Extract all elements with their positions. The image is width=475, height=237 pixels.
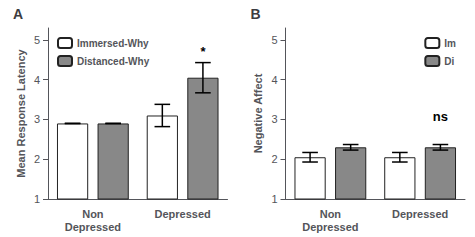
svg-text:Di: Di (444, 56, 454, 67)
svg-text:Non: Non (320, 208, 342, 220)
svg-text:Depressed: Depressed (392, 208, 448, 220)
svg-text:Mean Response Latency: Mean Response Latency (15, 48, 27, 177)
svg-text:Non: Non (82, 208, 104, 220)
svg-text:Immersed-Why: Immersed-Why (77, 38, 149, 49)
svg-text:A: A (13, 6, 23, 22)
svg-text:2: 2 (34, 153, 40, 165)
svg-text:Depressed: Depressed (154, 208, 210, 220)
svg-text:1: 1 (34, 193, 40, 205)
svg-text:Depressed: Depressed (302, 221, 358, 233)
svg-text:Distanced-Why: Distanced-Why (77, 56, 150, 67)
svg-text:Depressed: Depressed (65, 221, 121, 233)
svg-text:Negative Affect: Negative Affect (252, 73, 264, 153)
svg-text:5: 5 (271, 34, 277, 46)
svg-text:1: 1 (271, 193, 277, 205)
svg-text:B: B (251, 6, 261, 22)
svg-text:3: 3 (271, 113, 277, 125)
svg-text:4: 4 (271, 74, 277, 86)
svg-text:ns: ns (433, 109, 448, 124)
svg-text:3: 3 (34, 113, 40, 125)
svg-text:2: 2 (271, 153, 277, 165)
svg-text:4: 4 (34, 74, 40, 86)
svg-text:5: 5 (34, 34, 40, 46)
svg-text:*: * (200, 44, 206, 59)
svg-text:Im: Im (444, 38, 456, 49)
